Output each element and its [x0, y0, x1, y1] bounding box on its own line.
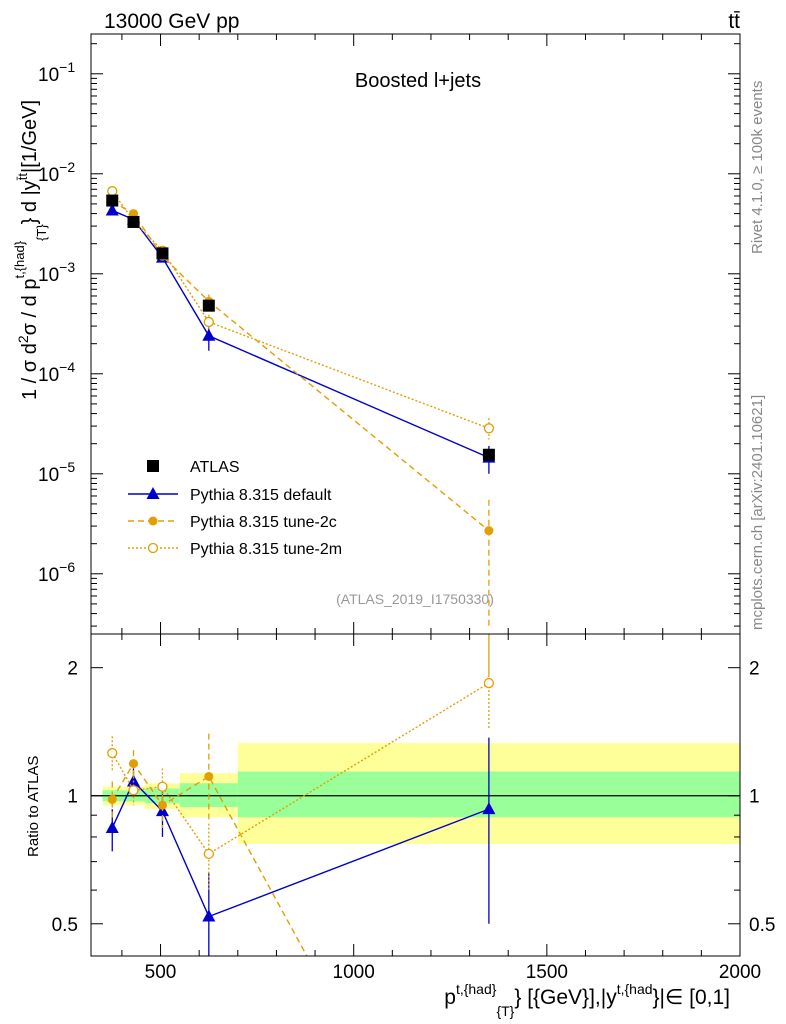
ratio-pythia-8-315-tune-2c-point	[107, 794, 117, 804]
legend-marker-pythia-8-315-tune-2c	[148, 516, 158, 526]
legend-marker-pythia-8-315-tune-2m	[147, 542, 159, 554]
ratio-y-tick-label-right: 2	[749, 659, 760, 680]
x-tick-label: 1000	[333, 962, 375, 983]
ratio-panel: 0.5 0.5 1 1 2 2 500 1000 1500 2000 Ratio to ATLAS	[25, 633, 775, 983]
main-axis-ticks: 10−6 10−5 10−4 10−3 10−2 10−1	[38, 34, 741, 634]
main-plot-frame	[90, 33, 741, 635]
main-plot-marks	[105, 186, 496, 627]
legend-label-atlas: ATLAS	[190, 459, 240, 476]
ratio-series-group	[105, 634, 496, 956]
ratio-y-tick-label-left: 2	[67, 659, 78, 680]
main-panel: 10−610−510−410−310−210−1 Boosted l+jets …	[12, 33, 741, 635]
x-axis-label: pt,{had}{T}} [{GeV}],|yt,{had}|∈ [0,1]	[444, 981, 730, 1019]
y-tick-label: 10−6	[38, 559, 75, 586]
ratio-pythia-8-315-tune-2c-point	[128, 759, 138, 769]
main-pythia-8-315-tune-2c-line	[111, 200, 490, 532]
ratio-y-tick-label-right: 0.5	[749, 915, 775, 936]
main-pythia-8-315-default-point	[105, 203, 119, 216]
ratio-pythia-8-315-default-point	[105, 820, 119, 833]
ratio-y-tick-label-left: 0.5	[52, 915, 78, 936]
y-tick-label: 10−5	[38, 459, 75, 486]
main-pythia-8-315-tune-2m-line	[111, 190, 490, 429]
y-tick-label: 10−1	[38, 59, 75, 86]
ratio-y-axis-label: Ratio to ATLAS	[25, 756, 42, 857]
energy-label: 13000 GeV pp	[104, 10, 239, 33]
ratio-pythia-8-315-tune-2m-point	[203, 848, 214, 860]
x-tick-label: 2000	[719, 962, 761, 983]
panel-title: Boosted l+jets	[355, 70, 481, 92]
ratio-pythia-8-315-tune-2c-point	[204, 771, 214, 781]
legend-marker-pythia-8-315-default	[146, 487, 160, 499]
y-tick-label: 10−3	[38, 259, 75, 286]
ratio-pythia-8-315-default-point	[482, 802, 496, 815]
legend: ATLAS Pythia 8.315 default Pythia 8.315 tu…	[128, 459, 342, 558]
x-tick-label: 500	[145, 962, 177, 983]
analysis-tag: (ATLAS_2019_I1750330)	[336, 591, 494, 607]
main-y-axis-label: 1 / σ d2σ / d pt,{had}{T}} d |yt̄t|[1/Ge…	[12, 100, 49, 400]
ratio-plot-marks	[91, 634, 741, 956]
main-pythia-8-315-tune-2m-point	[107, 186, 118, 197]
legend-marker-atlas	[147, 460, 159, 472]
main-pythia-8-315-default-point	[202, 328, 216, 341]
main-pythia-8-315-tune-2c-point	[484, 526, 494, 536]
ratio-pythia-8-315-default-point	[202, 909, 216, 922]
rivet-version-label: Rivet 4.1.0, ≥ 100k events	[749, 81, 766, 254]
ratio-pythia-8-315-tune-2m-point	[157, 781, 168, 792]
mcplots-label: mcplots.cern.ch [arXiv:2401.10621]	[749, 395, 766, 630]
main-atlas-point	[202, 299, 215, 312]
main-atlas-point	[482, 448, 495, 461]
main-atlas-point	[127, 215, 140, 228]
ratio-pythia-8-315-tune-2m-point	[483, 677, 495, 689]
ratio-plot-frame	[90, 633, 741, 957]
ratio-y-tick-label-right: 1	[749, 787, 760, 808]
legend-label-pythia-8-315-tune-2c: Pythia 8.315 tune-2c	[190, 514, 337, 531]
legend-label-pythia-8-315-default: Pythia 8.315 default	[190, 487, 332, 504]
y-tick-label: 10−4	[38, 359, 75, 386]
main-atlas-point	[156, 247, 169, 260]
x-tick-label: 1500	[526, 962, 568, 983]
ratio-pythia-8-315-tune-2m-point	[128, 785, 139, 796]
main-pythia-8-315-tune-2c-point	[128, 209, 138, 219]
ratio-axis-ticks: 0.5 0.5 1 1 2 2 500 1000 1500 2000	[52, 634, 775, 983]
main-atlas-point	[106, 194, 119, 207]
process-label: tt̄	[728, 10, 740, 33]
ratio-pythia-8-315-tune-2m-point	[107, 747, 118, 759]
main-pythia-8-315-tune-2m-point	[203, 316, 214, 328]
main-pythia-8-315-tune-2m-point	[483, 423, 495, 434]
legend-label-pythia-8-315-tune-2m: Pythia 8.315 tune-2m	[190, 541, 342, 558]
ratio-y-tick-label-left: 1	[67, 787, 78, 808]
main-pythia-8-315-default-line	[111, 209, 490, 459]
y-tick-label: 10−2	[38, 159, 75, 186]
